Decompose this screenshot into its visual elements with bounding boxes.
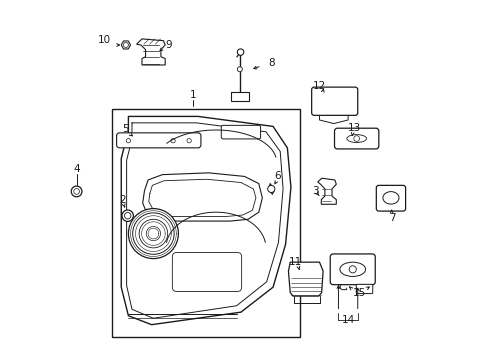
FancyBboxPatch shape <box>221 125 260 139</box>
FancyBboxPatch shape <box>356 284 372 294</box>
FancyBboxPatch shape <box>311 87 357 115</box>
Bar <box>112 109 299 337</box>
Polygon shape <box>121 116 290 325</box>
Polygon shape <box>121 41 130 49</box>
Circle shape <box>128 208 178 258</box>
Circle shape <box>71 186 82 197</box>
Circle shape <box>353 136 359 141</box>
Circle shape <box>171 139 175 143</box>
Circle shape <box>267 185 274 193</box>
Text: 5: 5 <box>122 124 129 134</box>
Circle shape <box>237 67 242 72</box>
Polygon shape <box>142 173 262 221</box>
Circle shape <box>74 189 80 194</box>
Text: 14: 14 <box>341 315 354 325</box>
Text: 13: 13 <box>347 123 361 133</box>
Text: 8: 8 <box>267 58 274 68</box>
Polygon shape <box>317 178 336 204</box>
Text: 9: 9 <box>165 40 171 50</box>
Circle shape <box>122 210 133 221</box>
Text: 10: 10 <box>97 35 110 45</box>
FancyBboxPatch shape <box>116 133 201 148</box>
Circle shape <box>139 219 167 248</box>
Text: 4: 4 <box>73 164 80 174</box>
Ellipse shape <box>339 262 365 276</box>
FancyBboxPatch shape <box>376 185 405 211</box>
Circle shape <box>237 49 244 55</box>
Circle shape <box>123 42 128 48</box>
Bar <box>335 93 349 109</box>
Ellipse shape <box>346 135 366 143</box>
Text: 2: 2 <box>120 195 126 204</box>
Bar <box>317 93 331 109</box>
Circle shape <box>124 212 131 219</box>
Text: 15: 15 <box>352 288 366 298</box>
Ellipse shape <box>382 192 398 204</box>
Text: 12: 12 <box>312 81 325 91</box>
Text: 6: 6 <box>274 171 281 181</box>
Circle shape <box>146 226 160 241</box>
Circle shape <box>126 139 130 143</box>
Bar <box>230 93 248 102</box>
Text: 7: 7 <box>388 213 395 223</box>
Text: 11: 11 <box>288 257 301 267</box>
Text: 3: 3 <box>312 186 319 196</box>
FancyBboxPatch shape <box>172 252 241 292</box>
Polygon shape <box>288 262 323 296</box>
Polygon shape <box>136 39 165 65</box>
Circle shape <box>132 213 174 254</box>
Circle shape <box>348 266 356 273</box>
FancyBboxPatch shape <box>329 254 374 285</box>
FancyBboxPatch shape <box>334 128 378 149</box>
Text: 1: 1 <box>189 90 196 100</box>
Circle shape <box>186 139 191 143</box>
